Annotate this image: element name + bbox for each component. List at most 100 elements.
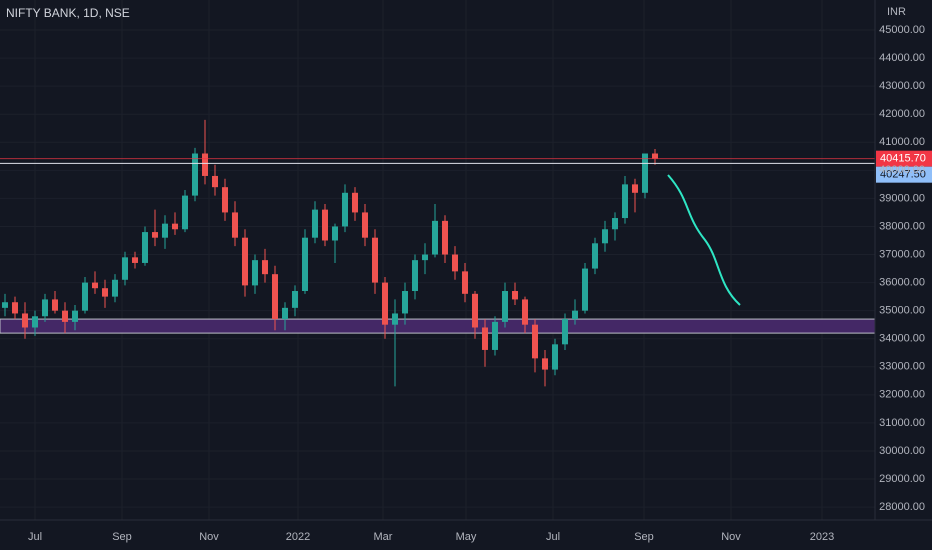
price-label: 40415.70 bbox=[880, 153, 926, 165]
candle-body bbox=[462, 271, 468, 294]
candle-body bbox=[482, 327, 488, 350]
candle-body bbox=[472, 293, 478, 328]
candle-body bbox=[182, 195, 188, 230]
chart-title: NIFTY BANK, 1D, NSE bbox=[6, 6, 130, 20]
y-tick-label: 44000.00 bbox=[879, 52, 925, 64]
candle-body bbox=[92, 282, 98, 289]
y-tick-label: 28000.00 bbox=[879, 501, 925, 513]
price-label-box bbox=[876, 166, 932, 183]
price-lines: 40415.70 40247.50 bbox=[0, 150, 932, 183]
candle-body bbox=[602, 229, 608, 244]
candle-body bbox=[452, 254, 458, 272]
zones bbox=[0, 318, 876, 334]
drawn-projection bbox=[667, 174, 741, 306]
x-tick-label: Mar bbox=[374, 531, 393, 543]
y-tick-label: 41000.00 bbox=[879, 136, 925, 148]
x-tick-label: Nov bbox=[721, 531, 741, 543]
zone bbox=[0, 318, 876, 334]
candle-body bbox=[532, 324, 538, 359]
x-tick-label: Sep bbox=[112, 531, 132, 543]
candle-body bbox=[622, 184, 628, 219]
candle-body bbox=[512, 291, 518, 300]
candle-body bbox=[112, 279, 118, 297]
x-tick-label: Nov bbox=[199, 531, 219, 543]
x-tick-label: Jul bbox=[546, 531, 560, 543]
candle-body bbox=[272, 274, 278, 320]
candle-body bbox=[302, 237, 308, 292]
candle-body bbox=[292, 291, 298, 308]
candle-body bbox=[232, 212, 238, 238]
candle-body bbox=[372, 237, 378, 283]
candle-body bbox=[332, 226, 338, 241]
candle-body bbox=[222, 187, 228, 213]
y-tick-label: 32000.00 bbox=[879, 389, 925, 401]
candle-body bbox=[172, 223, 178, 230]
candle-body bbox=[42, 299, 48, 317]
candle-body bbox=[22, 313, 28, 328]
y-tick-label: 29000.00 bbox=[879, 473, 925, 485]
candle-body bbox=[132, 257, 138, 263]
candle-body bbox=[252, 260, 258, 286]
candle-body bbox=[552, 344, 558, 370]
x-tick-label: Sep bbox=[634, 531, 654, 543]
candle-body bbox=[312, 209, 318, 238]
candle-body bbox=[502, 291, 508, 322]
candle-body bbox=[62, 310, 68, 322]
y-unit: INR bbox=[887, 6, 906, 18]
price-label: 40247.50 bbox=[880, 169, 926, 181]
candle-body bbox=[402, 291, 408, 314]
candle-body bbox=[12, 302, 18, 314]
candle-body bbox=[322, 209, 328, 241]
candle-body bbox=[632, 184, 638, 193]
y-tick-label: 42000.00 bbox=[879, 108, 925, 120]
candle-body bbox=[432, 220, 438, 255]
candle-body bbox=[422, 254, 428, 261]
y-tick-label: 37000.00 bbox=[879, 248, 925, 260]
y-tick-label: 40000.00 bbox=[879, 164, 925, 176]
candle-body bbox=[142, 232, 148, 263]
price-label-box bbox=[876, 150, 932, 167]
candle-body bbox=[362, 212, 368, 238]
y-tick-label: 39000.00 bbox=[879, 192, 925, 204]
candle-body bbox=[582, 268, 588, 311]
x-tick-label: 2022 bbox=[286, 531, 310, 543]
candle-body bbox=[382, 282, 388, 325]
candle-body bbox=[352, 192, 358, 213]
axes: 28000.00 29000.00 30000.00 31000.00 32000.00… bbox=[28, 24, 925, 543]
candle-body bbox=[572, 310, 578, 320]
y-tick-label: 33000.00 bbox=[879, 361, 925, 373]
candle-body bbox=[2, 302, 8, 308]
candle-body bbox=[442, 220, 448, 255]
y-tick-label: 38000.00 bbox=[879, 220, 925, 232]
candle-body bbox=[152, 232, 158, 238]
x-tick-label: Jul bbox=[28, 531, 42, 543]
candle-body bbox=[162, 223, 168, 238]
candle-body bbox=[192, 153, 198, 196]
candle-body bbox=[32, 316, 38, 328]
y-tick-label: 45000.00 bbox=[879, 24, 925, 36]
y-tick-label: 35000.00 bbox=[879, 305, 925, 317]
candle-body bbox=[642, 153, 648, 193]
candle-body bbox=[562, 319, 568, 345]
candle-body bbox=[492, 321, 498, 350]
x-tick-label: 2023 bbox=[810, 531, 834, 543]
y-tick-label: 34000.00 bbox=[879, 333, 925, 345]
candle-body bbox=[412, 260, 418, 292]
candle-body bbox=[592, 243, 598, 269]
candle-body bbox=[542, 358, 548, 370]
candle-body bbox=[202, 153, 208, 176]
candle-body bbox=[242, 237, 248, 286]
candle-body bbox=[82, 282, 88, 311]
candle-body bbox=[72, 310, 78, 322]
y-tick-label: 30000.00 bbox=[879, 445, 925, 457]
candle-body bbox=[102, 288, 108, 297]
candle-body bbox=[522, 299, 528, 325]
x-tick-label: May bbox=[456, 531, 477, 543]
candle-body bbox=[52, 299, 58, 311]
candle-body bbox=[212, 175, 218, 188]
candle-body bbox=[652, 153, 658, 159]
candle-body bbox=[392, 313, 398, 325]
y-tick-label: 43000.00 bbox=[879, 80, 925, 92]
